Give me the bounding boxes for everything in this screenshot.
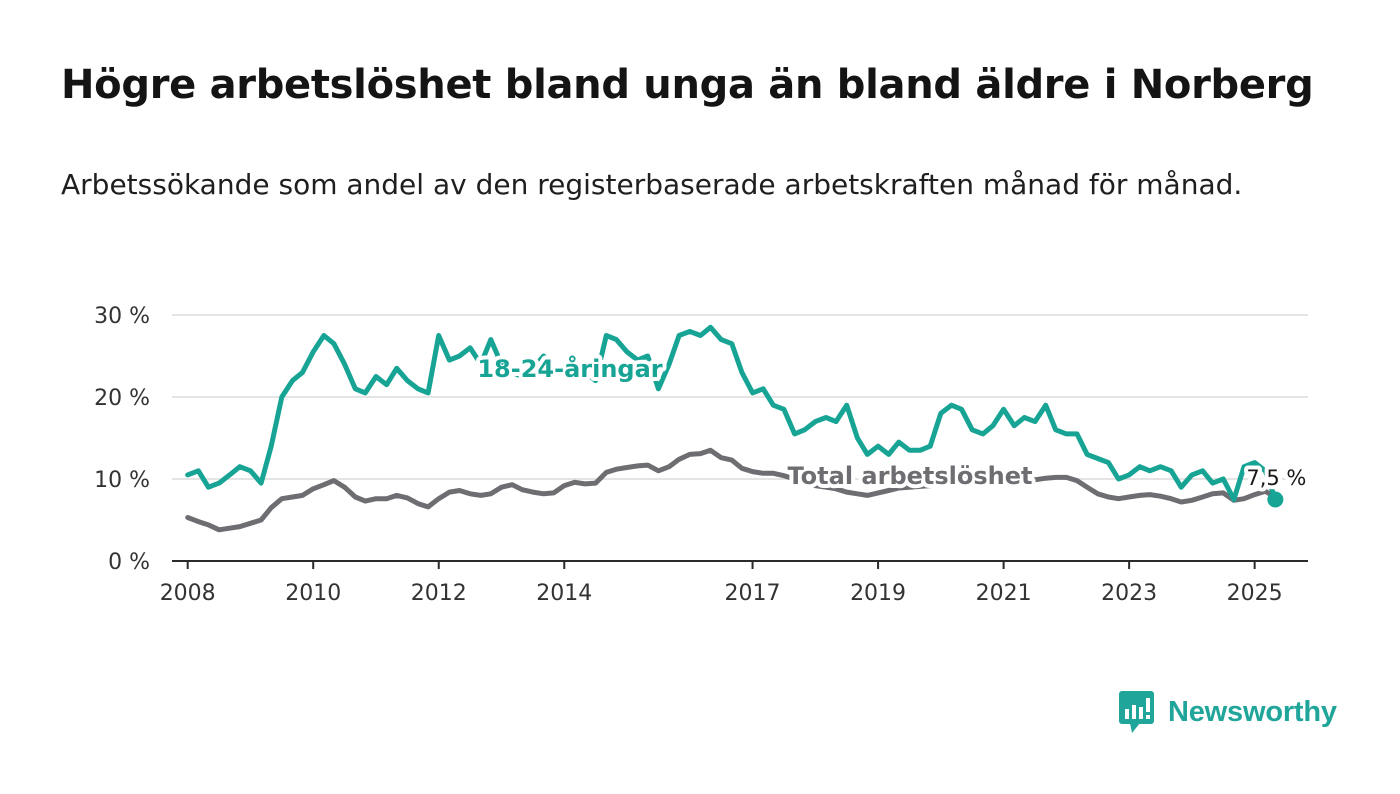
x-tick-label: 2012 [411,581,467,606]
newsworthy-logo: Newsworthy [1118,690,1337,734]
series-lines [185,324,1284,533]
bar-chart-speech-bubble-icon [1119,691,1154,733]
last-value-label-halo: 7,5 % [1246,466,1306,490]
chart-subtitle: Arbetssökande som andel av den registerb… [61,168,1243,201]
x-tick-label: 2025 [1227,581,1283,606]
x-axis: 2008 2010 2012 2014 2017 2019 2021 2023 2025 [160,560,1308,606]
series-label-total: Total arbetslöshet [787,462,1032,490]
y-tick-label: 0 % [108,550,150,575]
x-tick-label: 2017 [725,581,781,606]
chart-title: Högre arbetslöshet bland unga än bland ä… [61,62,1314,108]
x-tick-label: 2010 [285,581,341,606]
y-tick-label: 20 % [94,386,150,411]
series-label-youth: 18-24-åringar [477,354,662,383]
y-axis: 0 % 10 % 20 % 30 % [94,304,150,575]
x-tick-label: 2021 [976,581,1032,606]
brand-name: Newsworthy [1168,695,1337,728]
x-tick-label: 2023 [1101,581,1157,606]
last-value-label: 7,5 % [1246,466,1306,490]
grid-lines [172,314,1308,480]
series-line-youth [185,324,1278,502]
y-tick-label: 10 % [94,468,150,493]
last-value-marker [1267,491,1284,508]
series-line-total [185,447,1278,533]
x-tick-label: 2014 [536,581,592,606]
x-tick-label: 2008 [160,581,216,606]
y-tick-label: 30 % [94,304,150,329]
series-label-youth-halo: 18-24-åringar [477,354,662,383]
series-label-total-halo: Total arbetslöshet [787,462,1032,490]
x-tick-label: 2019 [850,581,906,606]
